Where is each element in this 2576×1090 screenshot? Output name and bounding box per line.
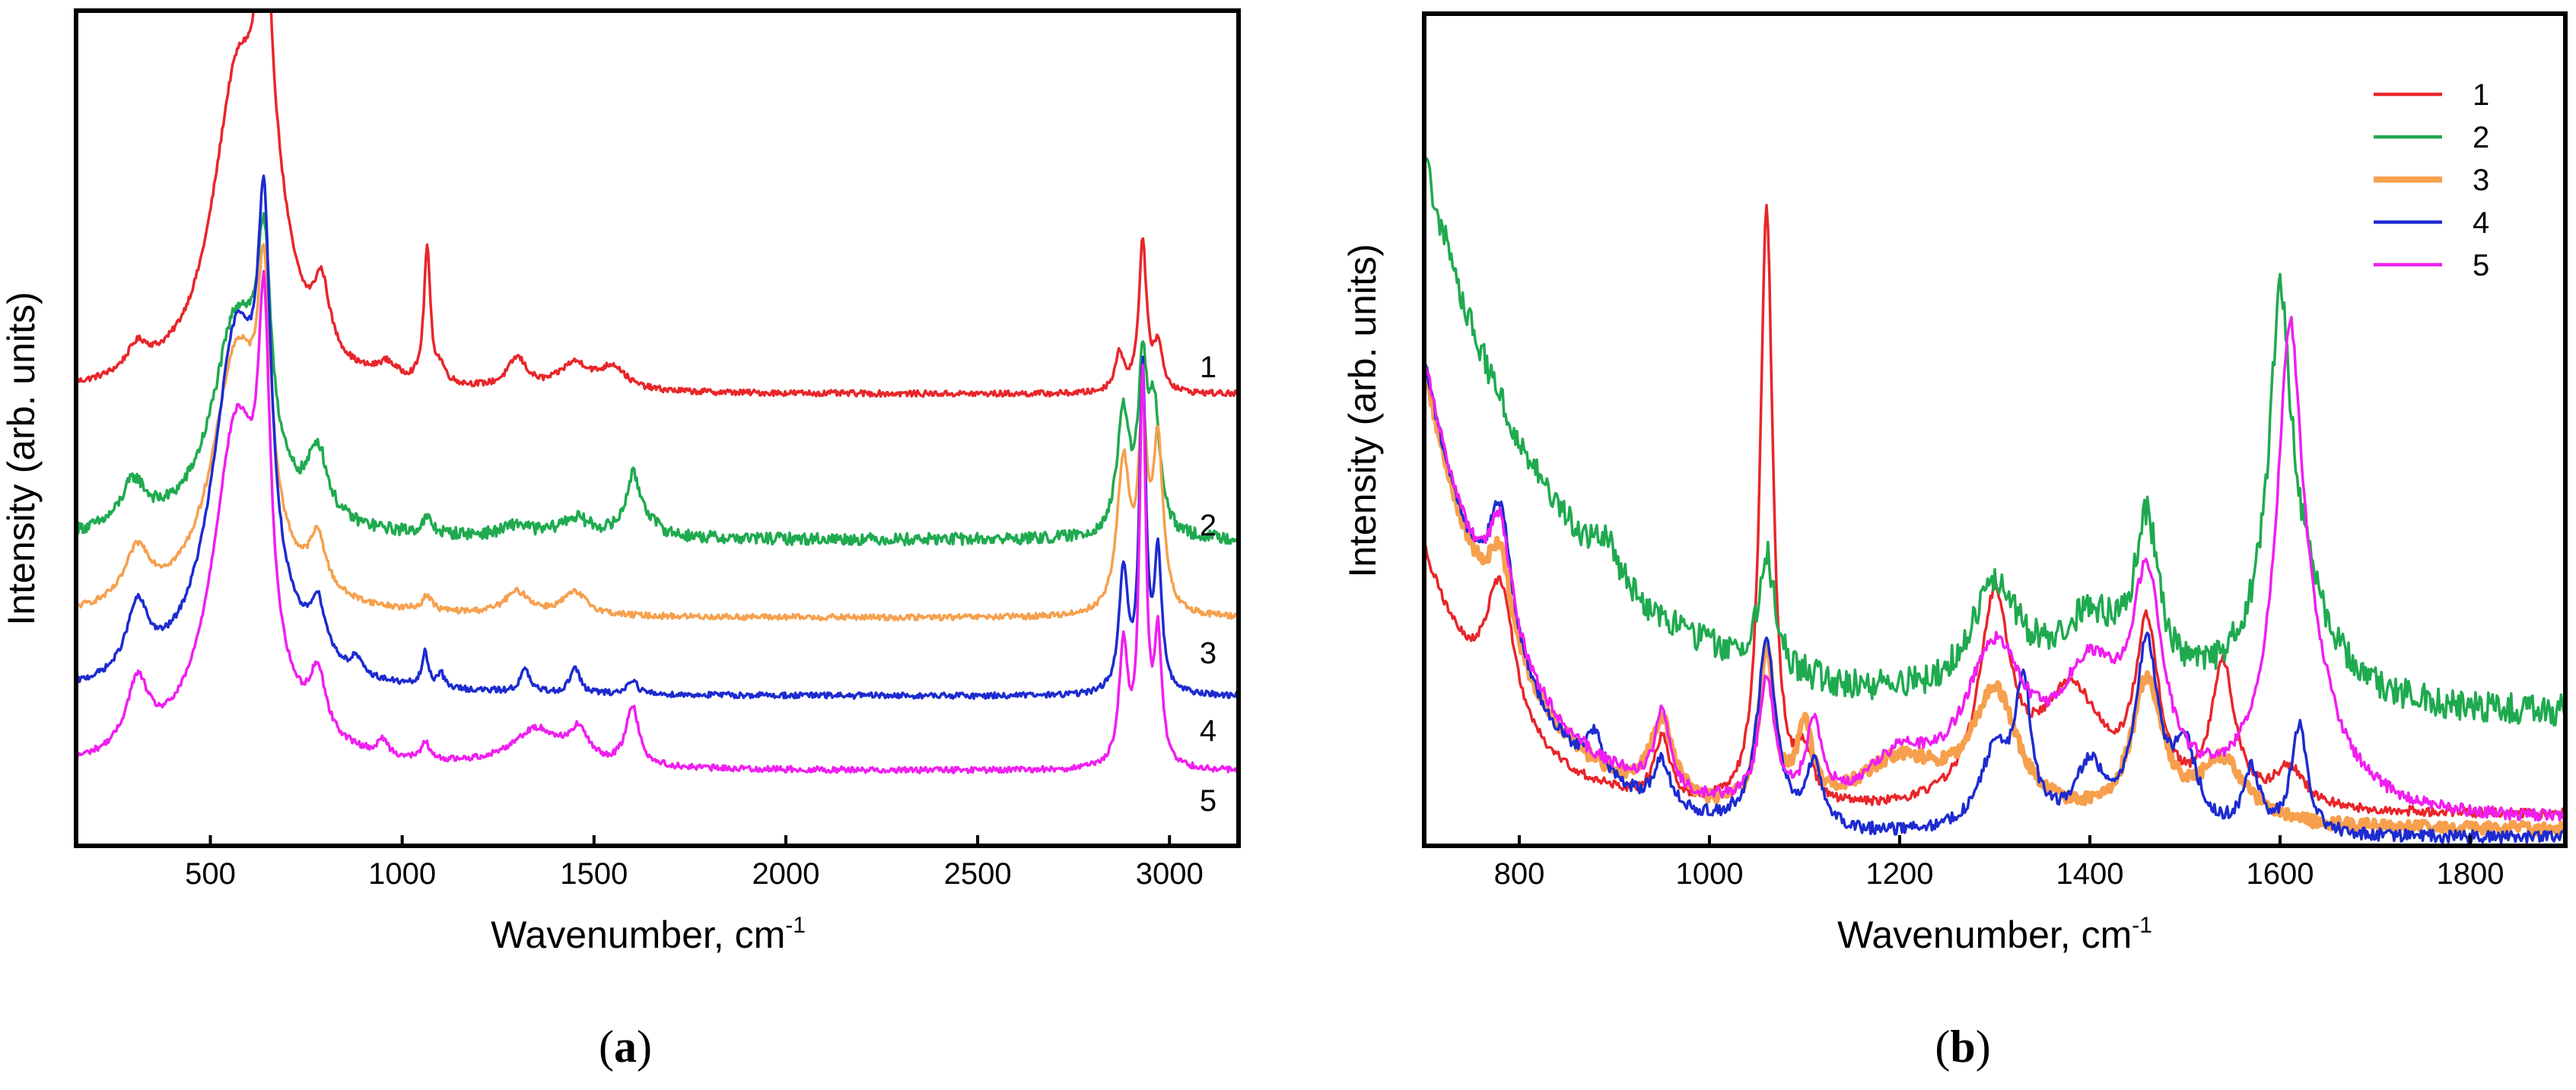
panel-a-series bbox=[76, 11, 1239, 774]
panel-a-xlabel: Wavenumber, cm-1 bbox=[491, 913, 806, 956]
panel-a-series-2-line bbox=[76, 211, 1239, 547]
panel-a-xtick-label-1000: 1000 bbox=[368, 857, 436, 891]
panel-a: Intensity (arb. units) 500 1000 1500 2000 25… bbox=[0, 8, 1241, 1072]
panel-b: Intensity (arb. units) 800 1000 1200 1400 16… bbox=[1341, 11, 2568, 1072]
panel-b-xtick-label-1200: 1200 bbox=[1866, 857, 1934, 891]
panel-b-series-2-line bbox=[1424, 157, 2565, 727]
panel-a-xtick-label-1500: 1500 bbox=[560, 857, 628, 891]
panel-a-letter: a bbox=[614, 1022, 637, 1072]
panel-a-series-label-5: 5 bbox=[1200, 784, 1216, 818]
panel-b-xtick-label-1000: 1000 bbox=[1676, 857, 1744, 891]
panel-b-xtick-label-800: 800 bbox=[1494, 857, 1545, 891]
panel-b-series-3-line bbox=[1424, 366, 2565, 837]
panel-b-letter: b bbox=[1950, 1022, 1975, 1072]
panel-a-xlabel-sup: -1 bbox=[785, 913, 806, 938]
panel-b-xtick-label-1800: 1800 bbox=[2437, 857, 2504, 891]
panel-a-series-label-1: 1 bbox=[1200, 351, 1216, 384]
panel-a-series-labels: 1 2 3 4 5 bbox=[1200, 351, 1216, 818]
panel-a-series-5-line bbox=[76, 270, 1239, 774]
panel-b-legend-label-5: 5 bbox=[2473, 249, 2489, 282]
panel-a-series-label-4: 4 bbox=[1200, 714, 1216, 748]
panel-a-series-4-line bbox=[76, 174, 1239, 701]
panel-b-xlabel-sup: -1 bbox=[2132, 913, 2152, 938]
panel-a-ylabel: Intensity (arb. units) bbox=[0, 291, 43, 625]
panel-a-xtick-label-3000: 3000 bbox=[1136, 857, 1204, 891]
panel-a-plot-frame bbox=[74, 8, 1241, 848]
panel-a-xlabel-text: Wavenumber, cm bbox=[491, 914, 785, 956]
panel-b-series bbox=[1424, 157, 2565, 845]
panel-b-legend-label-4: 4 bbox=[2473, 206, 2489, 240]
panel-b-xtick-label-1600: 1600 bbox=[2247, 857, 2314, 891]
panel-a-series-1-line bbox=[76, 11, 1239, 399]
panel-b-series-5-line bbox=[1424, 316, 2565, 822]
panel-a-xtick-label-2500: 2500 bbox=[944, 857, 1012, 891]
panel-a-xtick-label-500: 500 bbox=[185, 857, 236, 891]
panel-b-xtick-label-1400: 1400 bbox=[2056, 857, 2124, 891]
panel-b-ticks: 800 1000 1200 1400 1600 1800 bbox=[1494, 835, 2504, 891]
panel-b-xlabel-text: Wavenumber, cm bbox=[1837, 914, 2132, 956]
panel-a-label: (a) bbox=[599, 1022, 652, 1072]
panel-b-legend-label-1: 1 bbox=[2473, 78, 2489, 112]
panel-b-xlabel: Wavenumber, cm-1 bbox=[1837, 913, 2152, 956]
panel-b-series-1-line bbox=[1424, 203, 2565, 819]
panel-b-label: (b) bbox=[1935, 1022, 1990, 1072]
panel-a-ticks: 500 1000 1500 2000 2500 3000 bbox=[185, 835, 1204, 891]
panel-b-legend: 1 2 3 4 5 bbox=[2374, 78, 2489, 282]
panel-b-legend-label-2: 2 bbox=[2473, 121, 2489, 154]
panel-a-series-label-2: 2 bbox=[1200, 509, 1216, 542]
panel-b-series-4-line bbox=[1424, 358, 2565, 845]
panel-a-series-label-3: 3 bbox=[1200, 637, 1216, 670]
panel-b-legend-label-3: 3 bbox=[2473, 164, 2489, 197]
panel-b-ylabel: Intensity (arb. units) bbox=[1341, 243, 1384, 577]
panel-a-xtick-label-2000: 2000 bbox=[752, 857, 819, 891]
panel-b-plot-frame bbox=[1422, 11, 2568, 848]
